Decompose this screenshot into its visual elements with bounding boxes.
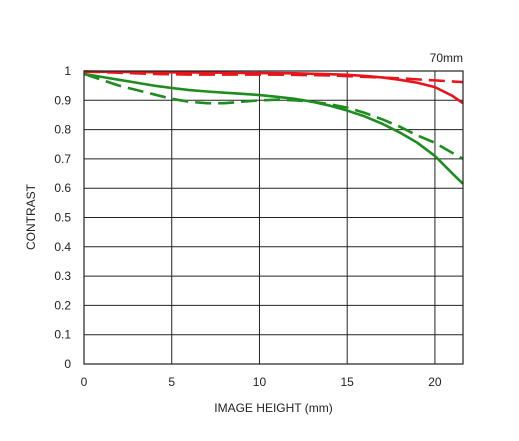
series-line-4 [83, 72, 464, 161]
series-layer [83, 70, 464, 185]
y-tick-label: 0.3 [54, 269, 71, 283]
y-tick-label: 0.2 [54, 298, 71, 312]
series-line-1 [83, 70, 464, 105]
series-line-2 [83, 70, 464, 84]
y-tick-label: 1 [64, 64, 71, 78]
y-tick-label: 0.8 [54, 123, 71, 137]
y-tick-label: 0.7 [54, 152, 71, 166]
corner-annotation: 70mm [430, 51, 463, 65]
series-line-3 [83, 72, 464, 185]
x-tick-label: 5 [168, 375, 175, 389]
y-tick-label: 0.9 [54, 93, 71, 107]
x-tick-label: 10 [253, 375, 267, 389]
y-tick-label: 0.1 [54, 328, 71, 342]
grid-layer [83, 70, 463, 365]
x-tick-label: 15 [341, 375, 355, 389]
label-layer: 00.10.20.30.40.50.60.70.80.910 5 10 15 20 [54, 64, 442, 389]
x-tick-label: 0 [81, 375, 88, 389]
plot-frame [83, 70, 464, 365]
x-tick-label: 20 [428, 375, 442, 389]
y-tick-label: 0.5 [54, 211, 71, 225]
frame-layer [83, 70, 464, 365]
y-tick-label: 0 [64, 357, 71, 371]
y-tick-label: 0.6 [54, 181, 71, 195]
y-tick-label: 0.4 [54, 240, 71, 254]
y-axis-title: CONTRAST [24, 183, 38, 250]
x-axis-title: IMAGE HEIGHT (mm) [214, 401, 332, 415]
